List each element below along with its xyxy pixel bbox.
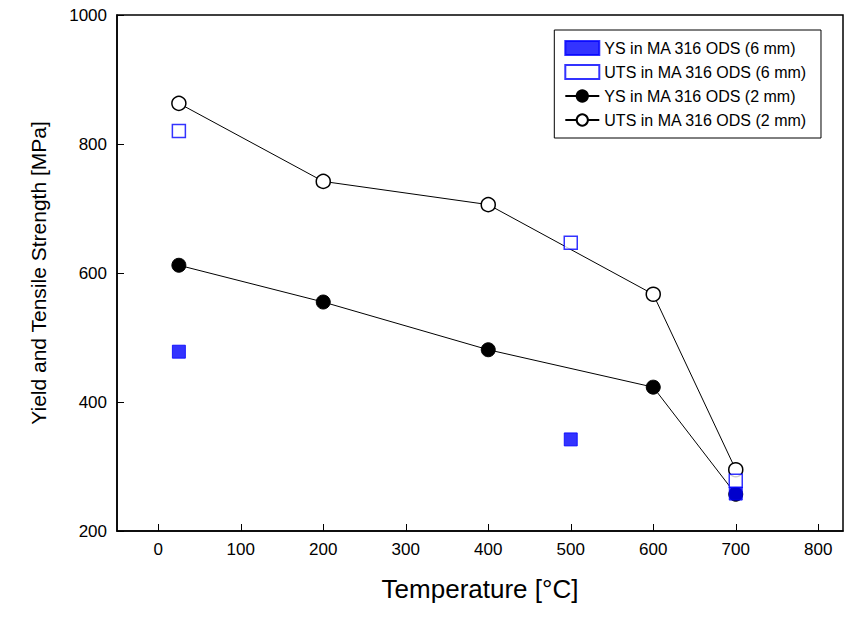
svg-text:100: 100: [227, 540, 255, 559]
svg-text:UTS in MA 316 ODS (2 mm): UTS in MA 316 ODS (2 mm): [604, 112, 806, 129]
svg-text:700: 700: [722, 540, 750, 559]
svg-text:200: 200: [79, 522, 107, 541]
svg-text:0: 0: [154, 540, 163, 559]
svg-text:400: 400: [474, 540, 502, 559]
svg-text:Yield and Tensile Strength [MP: Yield and Tensile Strength [MPa]: [27, 121, 50, 425]
svg-text:1000: 1000: [69, 6, 107, 25]
svg-text:600: 600: [79, 264, 107, 283]
svg-text:300: 300: [392, 540, 420, 559]
svg-text:200: 200: [309, 540, 337, 559]
svg-text:800: 800: [804, 540, 832, 559]
svg-text:400: 400: [79, 393, 107, 412]
svg-text:500: 500: [557, 540, 585, 559]
svg-text:Temperature [°C]: Temperature [°C]: [382, 574, 579, 604]
svg-text:UTS in MA 316 ODS (6 mm): UTS in MA 316 ODS (6 mm): [604, 64, 806, 81]
svg-text:YS in MA 316 ODS (2 mm): YS in MA 316 ODS (2 mm): [604, 88, 795, 105]
svg-text:YS in MA 316 ODS (6 mm): YS in MA 316 ODS (6 mm): [604, 40, 795, 57]
svg-text:800: 800: [79, 135, 107, 154]
svg-text:600: 600: [639, 540, 667, 559]
